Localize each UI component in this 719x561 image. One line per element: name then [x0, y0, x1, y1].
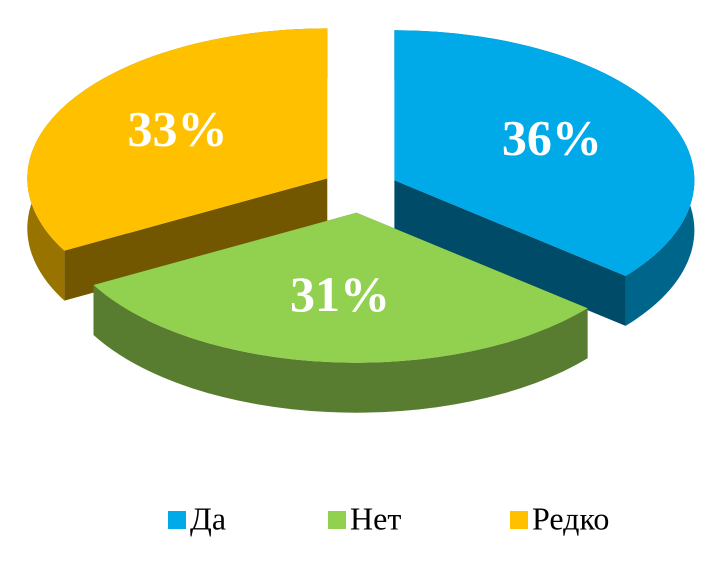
- legend-label: Редко: [532, 500, 609, 536]
- data-label: 31%: [290, 266, 390, 322]
- pie-slice: [93, 212, 588, 413]
- data-label: 33%: [128, 101, 228, 157]
- pie-slice: [27, 28, 328, 301]
- legend-label: Да: [190, 500, 226, 536]
- legend-swatch: [328, 511, 346, 529]
- pie-slice: [394, 30, 695, 326]
- legend-swatch: [168, 511, 186, 529]
- slice-side: [394, 180, 626, 326]
- legend-label: Нет: [350, 500, 401, 536]
- slice-top: [394, 30, 695, 276]
- data-label: 36%: [502, 110, 602, 166]
- slice-wall: [93, 284, 588, 413]
- slice-top: [27, 28, 328, 251]
- slice-top: [93, 212, 588, 363]
- legend-swatch: [510, 511, 528, 529]
- slice-side: [64, 178, 328, 301]
